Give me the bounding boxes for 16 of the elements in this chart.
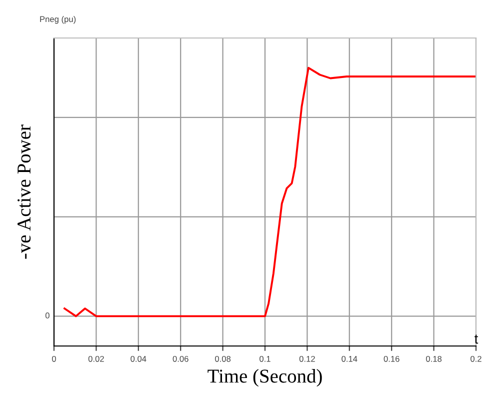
x-axis-title: Time (Second) (208, 369, 322, 387)
x-tick-label: 0.14 (342, 356, 358, 362)
x-tick-label: 0.08 (215, 356, 231, 362)
x-tick-label: 0 (52, 356, 56, 362)
text: 0 (45, 312, 50, 318)
x-tick-label: 0.1 (260, 356, 270, 362)
x-tick-label: 0.04 (130, 356, 146, 362)
text: Pneg (pu) (40, 16, 76, 24)
x-tick-label: 0.16 (384, 356, 400, 362)
x-tick-label: 0.12 (299, 356, 315, 362)
x-tick-label: 0.2 (470, 356, 482, 362)
x-tick-label: 0.18 (426, 356, 442, 362)
text: t (474, 334, 478, 344)
x-tick-label: 0.06 (172, 356, 188, 362)
x-tick-label: 0.02 (88, 356, 104, 362)
y-axis-title: -ve Active Power (18, 124, 31, 259)
